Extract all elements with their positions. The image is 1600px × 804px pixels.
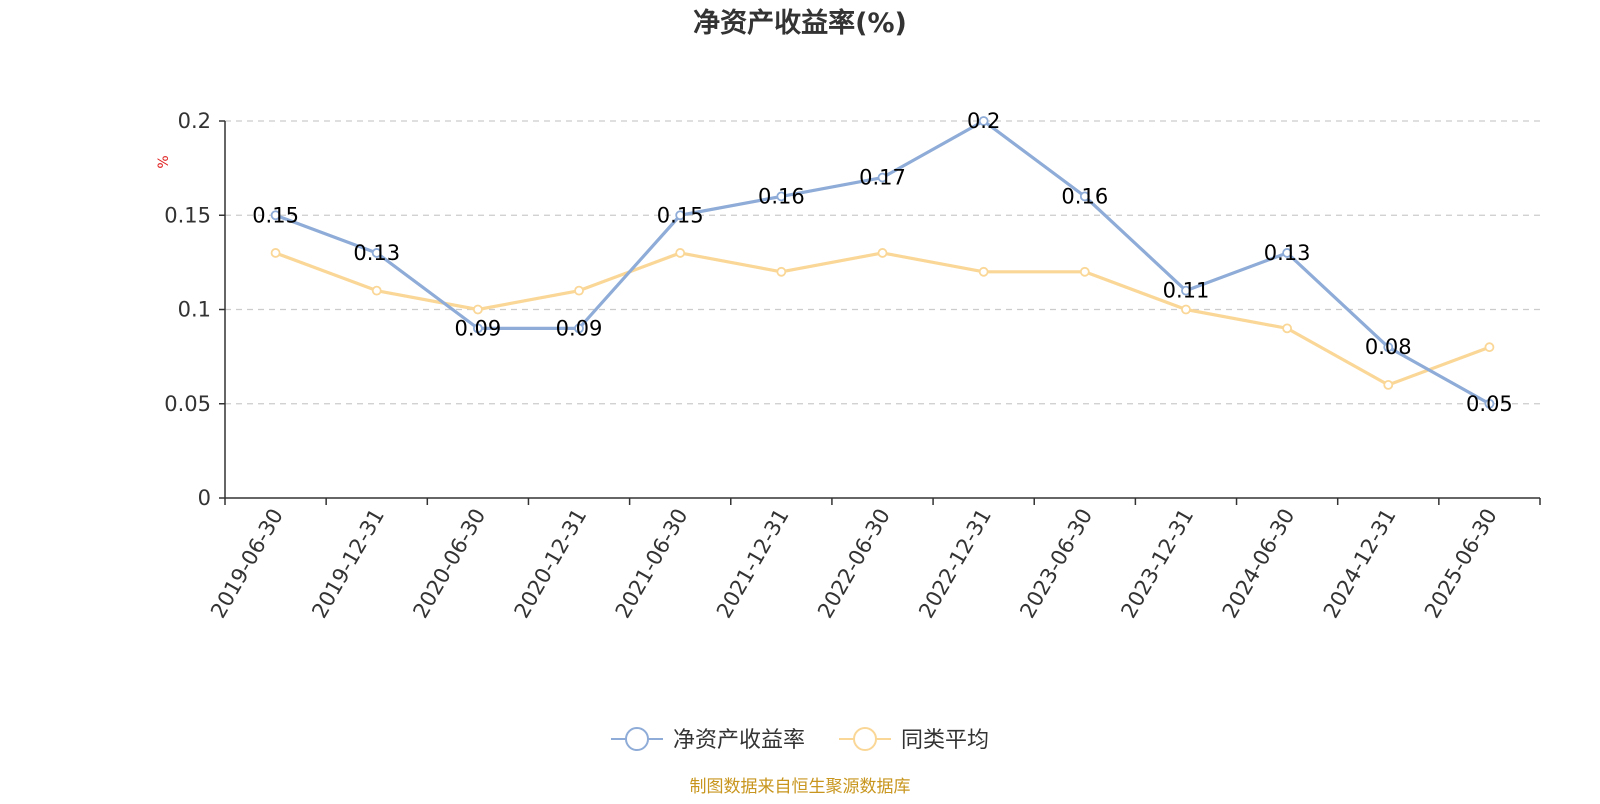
data-label: 0.05 xyxy=(1466,392,1513,416)
data-point xyxy=(1383,342,1394,353)
data-label: 0.15 xyxy=(252,203,299,227)
data-point xyxy=(1181,285,1191,296)
x-tick-label: 2023-06-30 xyxy=(1015,505,1097,623)
data-point xyxy=(877,248,888,258)
x-tick-label: 2019-12-31 xyxy=(307,505,389,623)
grid-lines xyxy=(225,120,1540,405)
data-label: 0.17 xyxy=(859,166,906,190)
data-point xyxy=(472,304,483,315)
data-point xyxy=(675,210,686,221)
data-point xyxy=(1079,266,1090,277)
y-tick-label: 0 xyxy=(198,486,211,510)
data-point xyxy=(1181,304,1191,315)
series-lines xyxy=(270,116,1495,409)
data-point xyxy=(877,172,888,183)
chart-title: 净资产收益率(%) xyxy=(693,7,907,39)
data-point xyxy=(270,210,281,221)
data-label: 0.08 xyxy=(1365,335,1412,359)
data-point xyxy=(270,248,281,258)
x-tick-label: 2020-12-31 xyxy=(510,505,592,623)
legend-item-roe[interactable]: 净资产收益率 xyxy=(611,727,805,753)
y-tick-label: 0.05 xyxy=(164,392,211,416)
x-tick-label: 2021-06-30 xyxy=(611,505,693,623)
data-point xyxy=(675,248,686,258)
data-label: 0.16 xyxy=(758,184,805,208)
x-tick-label: 2024-12-31 xyxy=(1319,505,1401,623)
data-point xyxy=(1484,342,1495,353)
x-tick-label: 2022-12-31 xyxy=(914,504,996,622)
data-point xyxy=(574,285,584,296)
legend-marker xyxy=(625,727,649,751)
data-point xyxy=(978,116,989,126)
data-label: 0.09 xyxy=(556,316,603,340)
legend-label: 同类平均 xyxy=(901,728,989,753)
data-point xyxy=(1383,379,1394,390)
x-tick-label: 2019-06-30 xyxy=(206,505,288,623)
data-point xyxy=(371,285,382,296)
y-axis-unit-label: % xyxy=(156,155,172,168)
data-label: 0.16 xyxy=(1061,184,1108,208)
data-point xyxy=(574,323,584,334)
data-point xyxy=(776,191,787,202)
data-point xyxy=(1079,191,1090,202)
x-tick-label: 2022-06-30 xyxy=(813,505,895,623)
x-tick-label: 2020-06-30 xyxy=(408,505,490,623)
data-label: 0.13 xyxy=(1264,241,1311,265)
y-tick-label: 0.15 xyxy=(164,203,211,227)
y-tick-label: 0.1 xyxy=(178,298,211,322)
x-tick-label: 2024-06-30 xyxy=(1218,505,1300,623)
data-label: 0.13 xyxy=(353,241,400,265)
data-point xyxy=(978,266,989,277)
x-tick-label: 2023-12-31 xyxy=(1116,505,1198,623)
data-point xyxy=(371,248,382,258)
data-label: 0.2 xyxy=(967,109,1000,133)
legend-label: 净资产收益率 xyxy=(673,728,805,753)
data-point xyxy=(1282,248,1293,258)
data-point xyxy=(1484,398,1495,409)
data-point xyxy=(472,323,483,334)
legend[interactable]: 净资产收益率 同类平均 xyxy=(611,727,989,753)
legend-item-peer-average[interactable]: 同类平均 xyxy=(839,727,989,753)
series-peer-average xyxy=(270,248,1495,390)
series-roe xyxy=(270,116,1495,409)
legend-marker xyxy=(853,727,877,751)
x-tick-label: 2025-06-30 xyxy=(1420,505,1502,623)
x-tick-label: 2021-12-31 xyxy=(712,505,794,623)
data-point xyxy=(1282,323,1293,334)
data-label: 0.11 xyxy=(1163,279,1210,303)
data-label: 0.15 xyxy=(657,203,704,227)
data-point xyxy=(776,266,787,277)
data-labels: 0.15 0.13 0.09 0.09 0.15 0.16 0.17 0.2 0.16 0.11 0… xyxy=(252,109,1513,416)
y-tick-label: 0.2 xyxy=(178,109,211,133)
data-label: 0.09 xyxy=(455,316,502,340)
data-source-note: 制图数据来自恒生聚源数据库 xyxy=(690,777,911,797)
